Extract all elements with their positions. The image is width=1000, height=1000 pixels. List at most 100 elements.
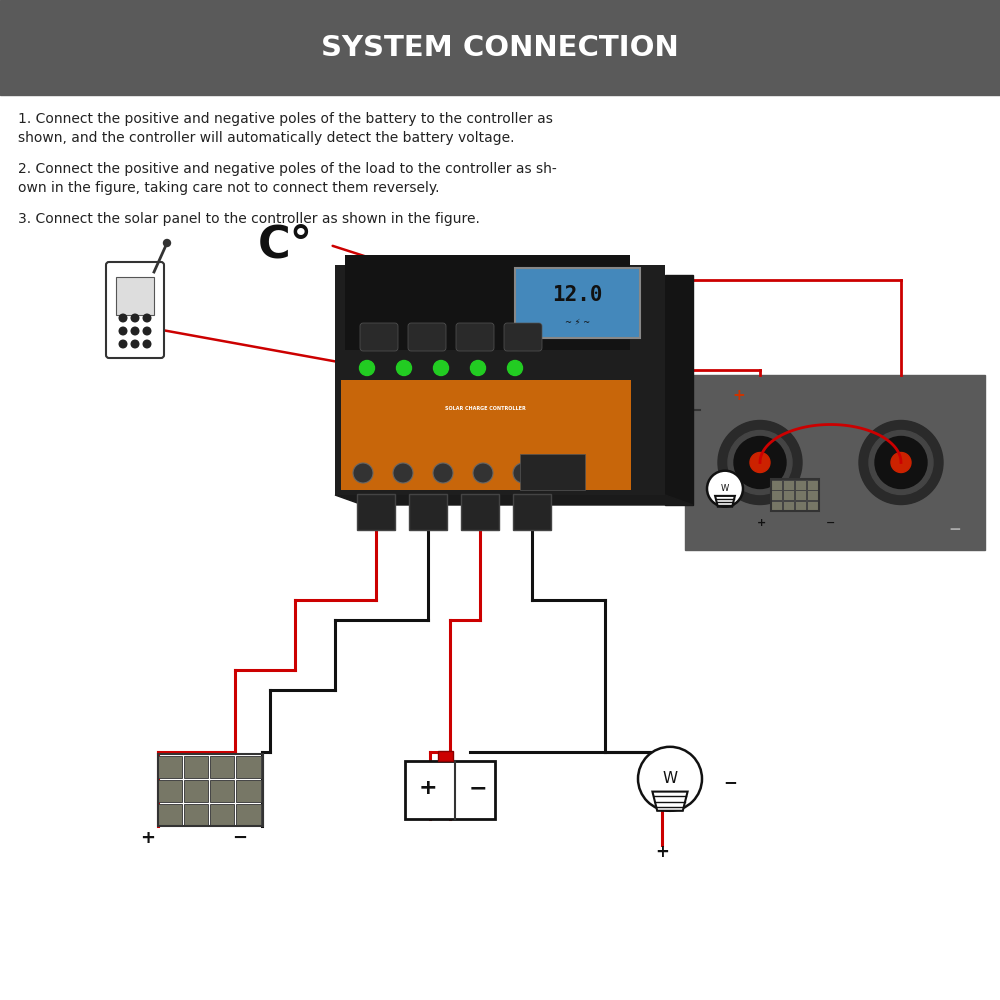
Circle shape [143, 340, 151, 348]
Text: −: − [469, 778, 487, 798]
Text: +: + [655, 843, 669, 861]
Polygon shape [335, 495, 693, 505]
Text: −: − [232, 829, 248, 847]
Circle shape [553, 463, 573, 483]
Bar [345, 255, 630, 350]
Bar [807, 480, 818, 490]
Bar [783, 501, 794, 511]
Bar [210, 804, 234, 826]
Text: 12.0: 12.0 [552, 285, 603, 305]
Bar [685, 375, 985, 550]
Polygon shape [652, 792, 688, 811]
Bar [515, 268, 640, 338]
Bar [158, 804, 182, 826]
Circle shape [433, 463, 453, 483]
Bar [158, 756, 182, 778]
Text: C°: C° [258, 224, 312, 266]
Bar [236, 756, 261, 778]
Bar [520, 454, 585, 490]
Bar [771, 490, 782, 500]
Bar [771, 480, 782, 490]
Circle shape [718, 420, 802, 504]
Circle shape [707, 471, 743, 507]
Text: +: + [140, 829, 156, 847]
Text: 2. Connect the positive and negative poles of the load to the controller as sh-
: 2. Connect the positive and negative pol… [18, 162, 557, 195]
Bar [513, 494, 551, 530]
Bar [665, 275, 693, 505]
Circle shape [131, 314, 139, 322]
Circle shape [869, 430, 933, 494]
Bar [783, 480, 794, 490]
Bar [357, 494, 395, 530]
Circle shape [360, 360, 374, 375]
Circle shape [750, 452, 770, 473]
Bar [335, 265, 665, 495]
FancyBboxPatch shape [106, 262, 164, 358]
Text: ~ ⚡ ~: ~ ⚡ ~ [565, 318, 590, 327]
Text: 1. Connect the positive and negative poles of the battery to the controller as
s: 1. Connect the positive and negative pol… [18, 112, 553, 145]
Bar [116, 277, 154, 314]
Polygon shape [715, 496, 735, 507]
FancyBboxPatch shape [504, 323, 542, 351]
Circle shape [734, 436, 786, 488]
Circle shape [119, 314, 127, 322]
Bar [771, 479, 819, 511]
Circle shape [470, 360, 485, 375]
Text: −: − [949, 522, 961, 536]
Bar [210, 780, 234, 802]
Bar [210, 756, 234, 778]
Bar [341, 380, 631, 490]
Bar [438, 751, 453, 761]
Circle shape [131, 327, 139, 335]
FancyBboxPatch shape [360, 323, 398, 351]
Bar [409, 494, 447, 530]
Circle shape [353, 463, 373, 483]
Text: +: + [757, 518, 767, 528]
Text: SOLAR CHARGE CONTROLLER: SOLAR CHARGE CONTROLLER [445, 406, 525, 411]
Circle shape [396, 360, 412, 375]
Text: +: + [733, 388, 745, 403]
Circle shape [508, 360, 522, 375]
Text: +: + [419, 778, 437, 798]
Circle shape [513, 463, 533, 483]
Circle shape [131, 340, 139, 348]
Circle shape [859, 420, 943, 504]
Text: W: W [721, 484, 729, 493]
Bar [807, 490, 818, 500]
Bar [795, 480, 806, 490]
Text: 3. Connect the solar panel to the controller as shown in the figure.: 3. Connect the solar panel to the contro… [18, 212, 480, 226]
Circle shape [164, 239, 171, 246]
Circle shape [143, 327, 151, 335]
Bar [795, 490, 806, 500]
Bar [184, 756, 208, 778]
Circle shape [638, 747, 702, 811]
Bar [0, 0, 1000, 95]
FancyBboxPatch shape [408, 323, 446, 351]
Bar [158, 780, 182, 802]
Circle shape [473, 463, 493, 483]
Circle shape [143, 314, 151, 322]
Circle shape [891, 452, 911, 473]
Circle shape [434, 360, 448, 375]
Bar [461, 494, 499, 530]
Bar [405, 761, 495, 819]
Bar [184, 780, 208, 802]
Text: −: − [826, 518, 836, 528]
Circle shape [119, 327, 127, 335]
Text: SYSTEM CONNECTION: SYSTEM CONNECTION [321, 34, 679, 62]
FancyBboxPatch shape [456, 323, 494, 351]
Bar [236, 804, 261, 826]
Circle shape [119, 340, 127, 348]
Circle shape [393, 463, 413, 483]
Bar [783, 490, 794, 500]
Circle shape [875, 436, 927, 488]
Bar [236, 780, 261, 802]
Text: W: W [662, 771, 678, 786]
Bar [184, 804, 208, 826]
Bar [807, 501, 818, 511]
Circle shape [728, 430, 792, 494]
Bar [795, 501, 806, 511]
Text: −: − [723, 773, 737, 791]
Bar [158, 754, 262, 826]
Bar [771, 501, 782, 511]
